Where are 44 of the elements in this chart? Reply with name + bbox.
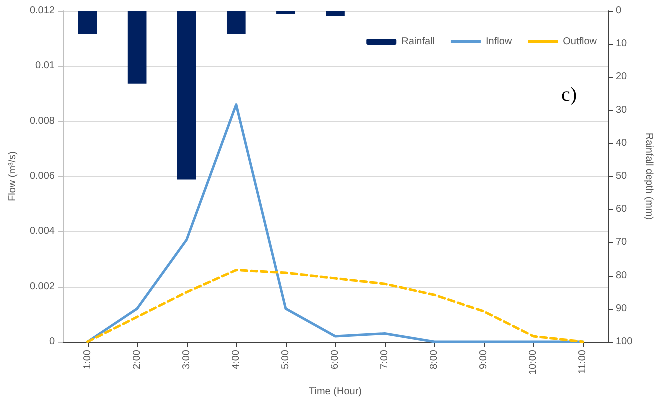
x-tick-label: 3:00 (181, 350, 192, 370)
legend-label: Rainfall (402, 36, 435, 48)
y-tick-label: 0.004 (30, 226, 56, 238)
y2-tick-label: 0 (616, 6, 622, 16)
y-tick-label: 0 (49, 336, 56, 348)
y-tick-label: 0.008 (30, 116, 56, 127)
y2-tick-label: 30 (616, 104, 628, 116)
annotation: c) (561, 84, 578, 106)
x-tick-label: 6:00 (330, 350, 341, 370)
bar (128, 11, 147, 84)
y2-tick-label: 90 (616, 303, 628, 314)
y2-tick-label: 100 (616, 336, 634, 348)
line-series (86, 269, 584, 344)
x-tick-label: 5:00 (280, 350, 292, 370)
x-tick-label: 8:00 (429, 350, 440, 370)
y2-axis-title: Rainfall depth (mm) (644, 132, 654, 220)
y2-tick-label: 50 (616, 171, 628, 182)
x-axis-title: Time (Hour) (309, 386, 362, 398)
y2-tick-label: 40 (616, 138, 628, 149)
y2-tick-label: 70 (616, 237, 628, 248)
y2-tick-label: 10 (616, 38, 628, 50)
y-axis-title: Flow (m³/s) (8, 152, 18, 202)
x-tick-label: 7:00 (380, 350, 391, 370)
x-tick-label: 2:00 (132, 350, 143, 370)
x-tick-label: 9:00 (478, 350, 490, 370)
x-tick-label: 4:00 (230, 350, 242, 370)
y2-tick-label: 80 (616, 270, 628, 282)
x-tick-label: 1:00 (82, 350, 94, 370)
y-tick-label: 0.01 (36, 60, 56, 72)
line-series (86, 104, 584, 344)
bar (226, 11, 246, 34)
bar (326, 11, 345, 16)
x-tick-label: 10:00 (528, 350, 540, 376)
x-tick-label: 11:00 (578, 350, 589, 374)
y2-tick-label: 60 (616, 204, 628, 216)
legend-label: Outflow (563, 36, 598, 48)
bar (78, 11, 98, 34)
y-tick-label: 0.006 (30, 171, 56, 182)
bar (276, 11, 296, 14)
y-tick-label: 0.002 (30, 281, 56, 292)
bar (177, 11, 196, 180)
y-tick-label: 0.012 (30, 6, 56, 16)
y2-tick-label: 20 (616, 72, 628, 83)
legend-label: Inflow (486, 36, 513, 48)
